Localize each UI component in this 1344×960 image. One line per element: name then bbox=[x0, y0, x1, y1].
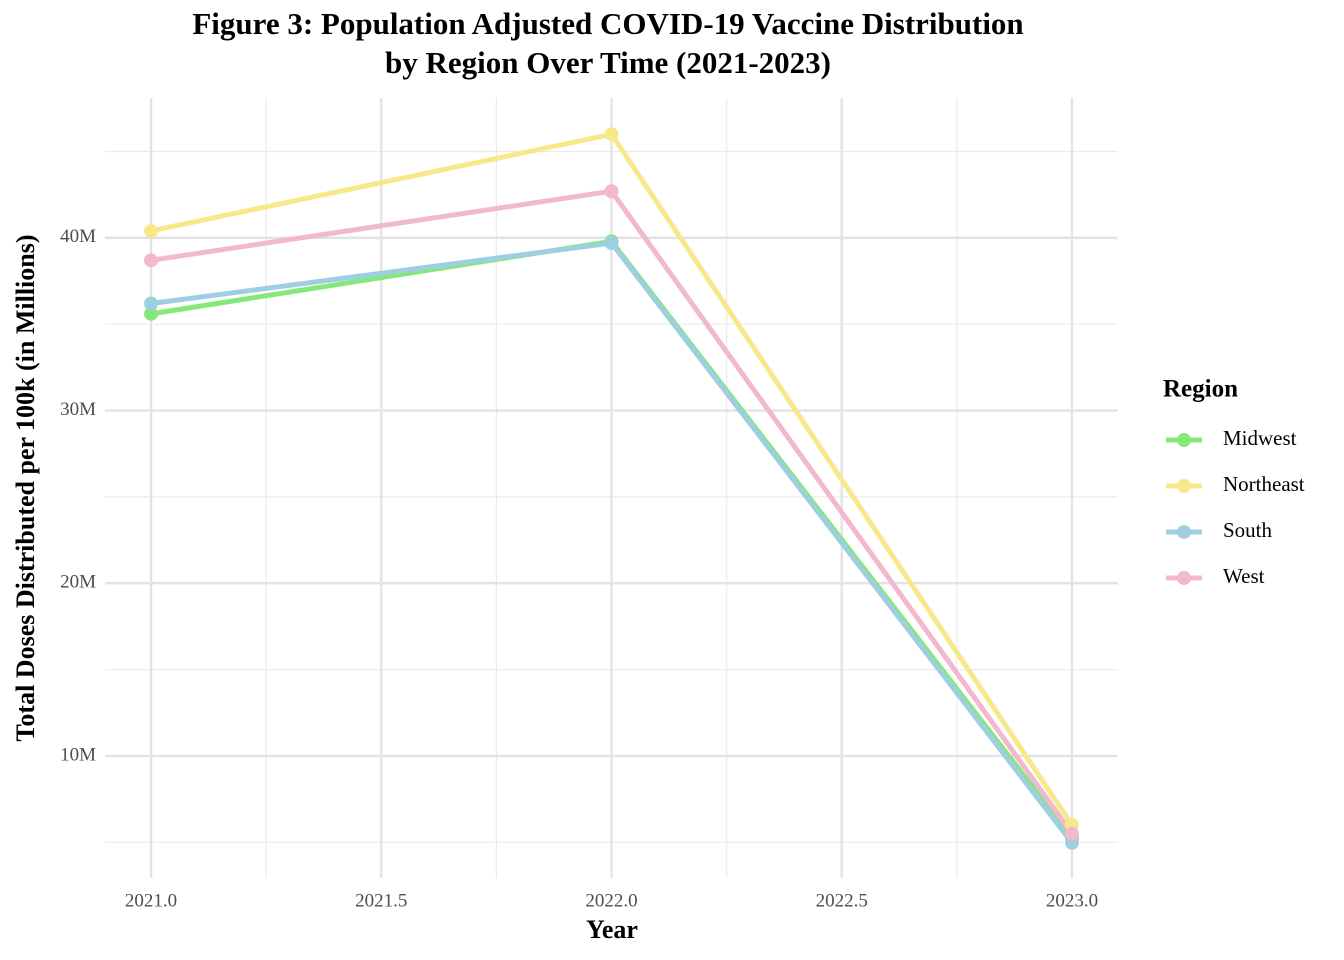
x-tick-label: 2021.0 bbox=[125, 890, 177, 911]
x-tick-label: 2021.5 bbox=[355, 890, 407, 911]
legend-swatch-point bbox=[1177, 479, 1191, 493]
y-tick-label: 40M bbox=[60, 226, 96, 247]
data-point bbox=[604, 127, 619, 142]
data-point bbox=[144, 296, 159, 311]
x-tick-label: 2022.0 bbox=[585, 890, 637, 911]
data-point bbox=[604, 236, 619, 251]
data-point bbox=[144, 223, 159, 238]
legend-label: Northeast bbox=[1223, 472, 1305, 496]
legend-swatch-point bbox=[1177, 571, 1191, 585]
legend-label: South bbox=[1223, 518, 1273, 542]
legend-swatch-point bbox=[1177, 525, 1191, 539]
grid bbox=[105, 98, 1118, 878]
data-point bbox=[1064, 826, 1079, 841]
chart-title: Figure 3: Population Adjusted COVID-19 V… bbox=[192, 6, 1023, 41]
y-tick-label: 30M bbox=[60, 399, 96, 420]
legend-title: Region bbox=[1163, 376, 1238, 403]
y-tick-label: 20M bbox=[60, 572, 96, 593]
data-point bbox=[144, 306, 159, 321]
legend-label: West bbox=[1223, 564, 1265, 588]
legend-swatch-point bbox=[1177, 433, 1191, 447]
x-axis-label: Year bbox=[586, 915, 638, 944]
x-tick-label: 2022.5 bbox=[816, 890, 868, 911]
data-point bbox=[604, 184, 619, 199]
legend-label: Midwest bbox=[1223, 426, 1297, 450]
y-axis-label: Total Doses Distributed per 100k (in Mil… bbox=[11, 234, 40, 741]
chart-title: by Region Over Time (2021-2023) bbox=[385, 45, 831, 80]
data-point bbox=[144, 253, 159, 268]
y-tick-label: 10M bbox=[60, 744, 96, 765]
x-tick-label: 2023.0 bbox=[1046, 890, 1098, 911]
